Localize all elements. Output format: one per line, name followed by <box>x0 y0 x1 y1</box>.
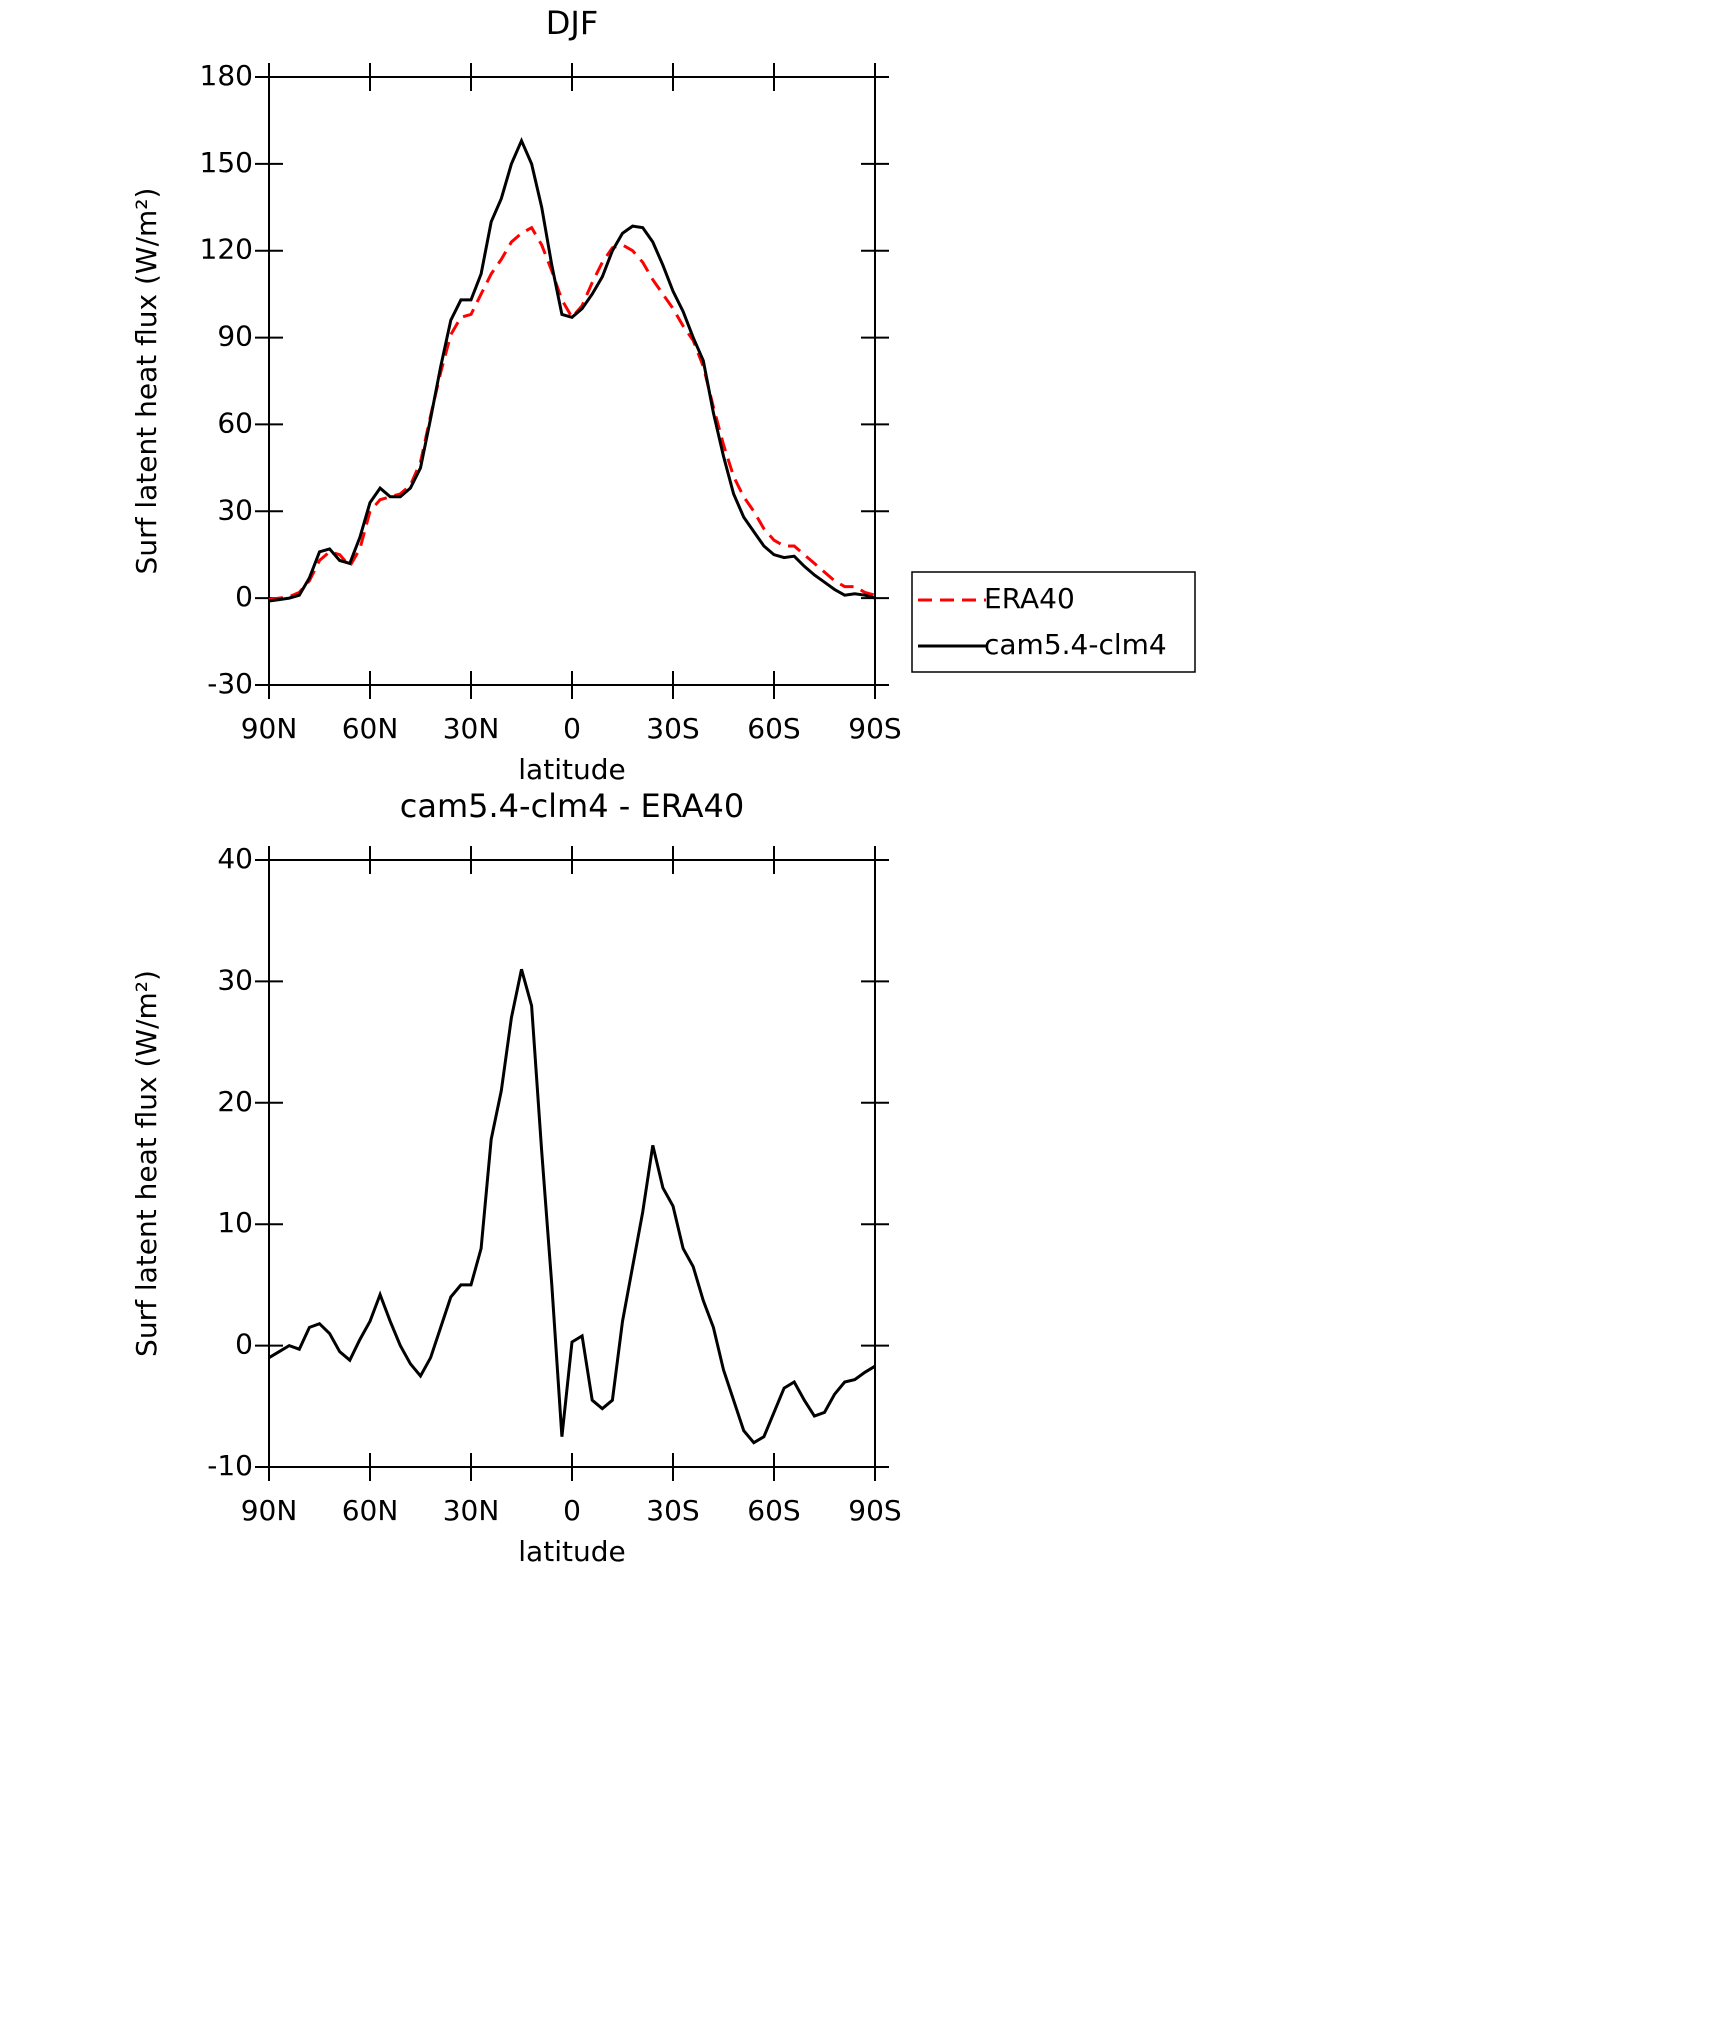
y-axis-label: Surf latent heat flux (W/m²) <box>130 188 163 575</box>
plot-frame <box>268 859 876 1468</box>
x-tick-label: 30S <box>646 712 699 745</box>
x-tick-label: 30N <box>443 712 500 745</box>
data-line <box>268 225 876 602</box>
x-tick-label: 90N <box>241 712 298 745</box>
x-tick-label: 60S <box>747 712 800 745</box>
y-tick-label: 60 <box>217 406 253 439</box>
legend-label: ERA40 <box>984 582 1075 615</box>
x-axis-label: latitude <box>518 1535 625 1568</box>
y-tick-label: 20 <box>217 1085 253 1118</box>
chart-title: cam5.4-clm4 - ERA40 <box>400 787 744 825</box>
y-tick-label: 180 <box>200 59 253 92</box>
y-tick-label: 90 <box>217 320 253 353</box>
y-tick-label: 150 <box>200 146 253 179</box>
y-tick-label: 0 <box>235 580 253 613</box>
y-tick-label: 120 <box>200 233 253 266</box>
y-tick-label: -30 <box>207 667 253 700</box>
data-line <box>268 136 876 603</box>
x-tick-label: 60S <box>747 1494 800 1527</box>
legend-box <box>911 571 1196 673</box>
x-tick-label: 60N <box>342 1494 399 1527</box>
x-tick-label: 90N <box>241 1494 298 1527</box>
x-axis-label: latitude <box>518 753 625 786</box>
legend-label: cam5.4-clm4 <box>984 628 1167 661</box>
x-tick-label: 30N <box>443 1494 500 1527</box>
x-tick-label: 0 <box>563 1494 581 1527</box>
data-line <box>268 968 876 1445</box>
chart-title: DJF <box>546 4 598 42</box>
y-tick-label: 40 <box>217 842 253 875</box>
x-tick-label: 90S <box>848 1494 901 1527</box>
x-tick-label: 30S <box>646 1494 699 1527</box>
x-tick-label: 60N <box>342 712 399 745</box>
y-tick-label: 0 <box>235 1328 253 1361</box>
y-tick-label: -10 <box>207 1449 253 1482</box>
x-tick-label: 90S <box>848 712 901 745</box>
x-tick-label: 0 <box>563 712 581 745</box>
y-tick-label: 30 <box>217 963 253 996</box>
y-tick-label: 10 <box>217 1206 253 1239</box>
plot-frame <box>268 76 876 686</box>
y-tick-label: 30 <box>217 493 253 526</box>
y-axis-label: Surf latent heat flux (W/m²) <box>130 970 163 1357</box>
